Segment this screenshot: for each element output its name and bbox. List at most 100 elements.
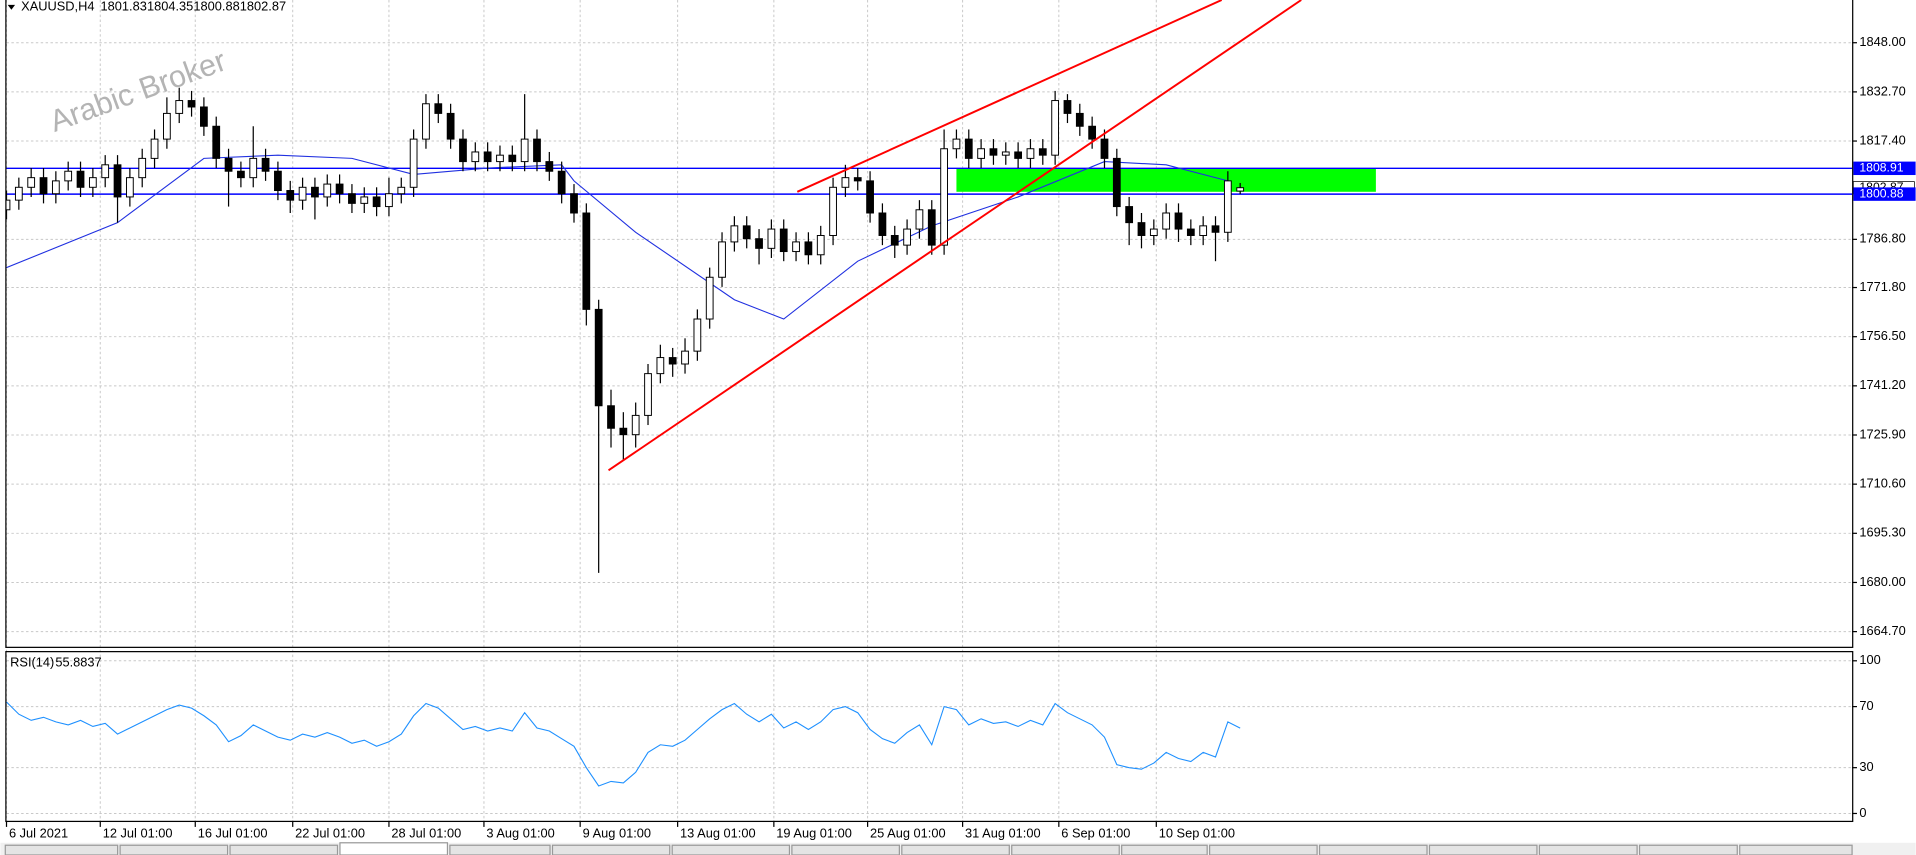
candle-body <box>619 427 628 436</box>
tab[interactable] <box>119 844 229 855</box>
candle-body <box>853 177 862 182</box>
candle-body <box>163 112 171 140</box>
tab[interactable] <box>1739 844 1853 855</box>
candle-body <box>200 106 208 127</box>
y-tick-label: 1771.80 <box>1859 279 1905 294</box>
tab[interactable] <box>791 844 900 855</box>
candle-body <box>1088 125 1097 140</box>
ohlc-open: 1801.83 <box>101 0 147 14</box>
candle-body <box>237 170 245 179</box>
tab[interactable] <box>1538 844 1638 855</box>
x-tick-label: 25 Aug 01:00 <box>870 826 946 841</box>
rsi-header: RSI(14) 55.8837 <box>10 655 102 670</box>
tab[interactable] <box>449 844 551 855</box>
candle-body <box>1038 148 1047 156</box>
tab[interactable] <box>901 844 1010 855</box>
candle-body <box>1001 151 1010 156</box>
x-tick-label: 31 Aug 01:00 <box>965 826 1041 841</box>
candle-body <box>459 138 467 163</box>
candle-body <box>360 196 369 204</box>
x-tick-label: 13 Aug 01:00 <box>680 826 756 841</box>
candle-body <box>101 164 110 179</box>
y-tick-label: 70 <box>1859 698 1873 713</box>
candle-body <box>335 183 344 195</box>
candle-body <box>631 414 640 436</box>
tab[interactable] <box>229 844 339 855</box>
candle-body <box>1137 222 1146 236</box>
tab[interactable] <box>1638 844 1738 855</box>
y-tick-label: 100 <box>1859 652 1880 667</box>
y-tick-label: 1710.60 <box>1859 476 1905 491</box>
level-label: 1800.88 <box>1859 186 1903 200</box>
candle-body <box>767 228 776 249</box>
tab[interactable] <box>551 844 671 855</box>
x-tick-label: 22 Jul 01:00 <box>295 826 365 841</box>
candle-body <box>1026 148 1035 159</box>
candle-body <box>915 209 924 230</box>
candle-body <box>6 199 11 211</box>
y-tick-label: 1741.20 <box>1859 377 1905 392</box>
ohlc-high: 1804.35 <box>147 0 193 14</box>
candle-body <box>533 138 541 163</box>
x-tick-label: 10 Sep 01:00 <box>1159 826 1235 841</box>
candle-body <box>582 212 591 310</box>
axis-layer: 1848.00 1832.70 1817.40 1786.80 1771.80 1756.… <box>5 34 1916 841</box>
candle-body <box>298 186 307 201</box>
candle-body <box>508 154 517 163</box>
candle-body <box>952 138 961 150</box>
tab[interactable] <box>1428 844 1538 855</box>
candle-body <box>940 148 948 246</box>
rsi-value: 55.8837 <box>55 655 101 670</box>
candle-body <box>681 350 689 365</box>
x-tick-label: 19 Aug 01:00 <box>776 826 852 841</box>
candle-body <box>175 100 184 114</box>
candle-body <box>39 177 48 195</box>
candle-body <box>792 241 800 253</box>
header-arrow <box>7 4 16 10</box>
candle-body <box>1223 180 1232 233</box>
x-tick-label: 3 Aug 01:00 <box>486 826 554 841</box>
candle-body <box>187 100 196 108</box>
candle-body <box>545 161 554 172</box>
candle-body <box>1149 228 1158 236</box>
candle-body <box>1162 212 1171 230</box>
trendline <box>607 0 1302 472</box>
candle-body <box>1199 225 1208 236</box>
candle-body <box>434 103 443 114</box>
candle-body <box>76 170 85 188</box>
x-tick-label: 12 Jul 01:00 <box>103 826 173 841</box>
candle-body <box>668 357 677 365</box>
y-tick-label: 1695.30 <box>1859 525 1905 540</box>
rsi-plot <box>6 701 1241 787</box>
candle-body <box>496 154 504 163</box>
tab[interactable] <box>671 844 791 855</box>
price-frame <box>5 0 1854 648</box>
candle-body <box>1186 228 1195 236</box>
candle-body <box>286 190 295 201</box>
tab-active[interactable] <box>339 842 449 855</box>
tab[interactable] <box>4 844 119 855</box>
x-tick-label: 28 Jul 01:00 <box>391 826 461 841</box>
y-tick-label: 1680.00 <box>1859 574 1905 589</box>
tab[interactable] <box>1011 844 1120 855</box>
tab[interactable] <box>1121 844 1208 855</box>
candle-body <box>890 235 899 246</box>
candle-body <box>125 177 134 198</box>
y-tick-label: 1664.70 <box>1859 623 1905 638</box>
tab[interactable] <box>1209 844 1318 855</box>
trendline <box>796 0 1223 193</box>
zone <box>956 168 1376 192</box>
y-tick-label: 1725.90 <box>1859 426 1905 441</box>
tab[interactable] <box>1318 844 1428 855</box>
rsi-line <box>6 701 1241 787</box>
price-plot <box>6 0 1853 573</box>
candle-body <box>903 228 911 246</box>
candle-body <box>1051 100 1060 156</box>
candle-body <box>409 138 418 188</box>
candle-body <box>878 212 887 236</box>
candle-body <box>964 138 973 159</box>
candle-body <box>27 177 36 188</box>
candle-body <box>829 186 837 236</box>
level-box <box>1853 161 1916 176</box>
